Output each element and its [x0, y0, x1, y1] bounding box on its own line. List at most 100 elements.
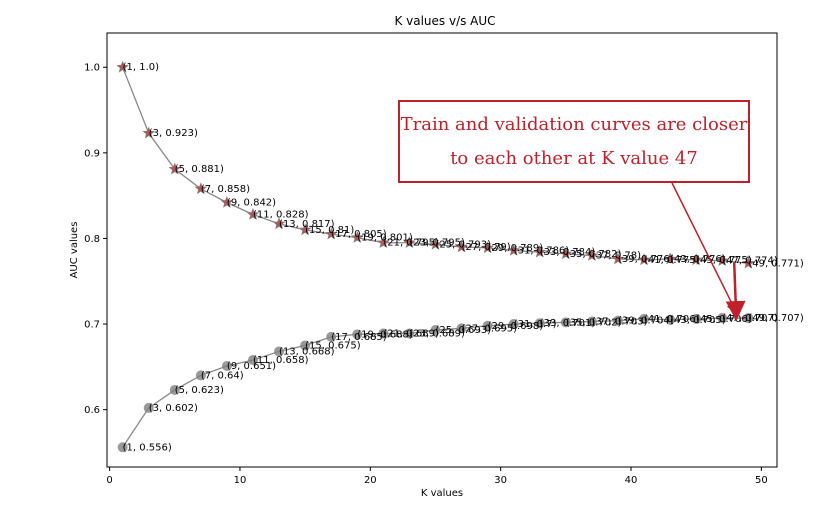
- annotation-line-2: to each other at K value 47: [450, 147, 698, 169]
- star-marker: [351, 231, 364, 243]
- circle-marker: [639, 313, 650, 324]
- point-label: (9, 0.651): [227, 361, 276, 372]
- point-label: (9, 0.842): [227, 197, 276, 208]
- circle-marker: [352, 329, 363, 340]
- x-axis-ticks: 0 10 20 30 40 50: [106, 467, 768, 486]
- circle-marker: [717, 313, 728, 324]
- star-marker: [689, 253, 703, 266]
- annotation-line-1: Train and validation curves are closer: [400, 113, 748, 135]
- point-label: (43, 0.705): [670, 315, 726, 326]
- circle-marker: [560, 317, 571, 328]
- circle-marker: [404, 328, 415, 339]
- circle-marker: [378, 328, 389, 339]
- circle-marker: [326, 331, 337, 342]
- point-label: (25, 0.793): [435, 239, 491, 250]
- point-label: (39, 0.704): [618, 316, 674, 327]
- star-marker: [742, 256, 755, 269]
- star-marker: [324, 227, 338, 240]
- star-marker: [611, 252, 625, 265]
- star-marker: [116, 60, 129, 73]
- circle-marker: [482, 320, 493, 331]
- point-label: (25, 0.693): [435, 325, 491, 336]
- annotation-text: Train and validation curves are closer t…: [401, 108, 748, 176]
- star-marker: [481, 241, 494, 254]
- point-label: (3, 0.923): [149, 128, 198, 139]
- point-label: (27, 0.79): [462, 242, 511, 253]
- point-label: (27, 0.695): [462, 323, 518, 334]
- circle-marker: [247, 354, 258, 365]
- point-label: (11, 0.828): [253, 209, 309, 220]
- annotation-arrows: [671, 182, 746, 322]
- star-marker: [663, 252, 677, 265]
- point-label: (17, 0.805): [331, 229, 387, 240]
- star-marker: [637, 253, 651, 266]
- point-label: (7, 0.858): [201, 184, 250, 195]
- point-label: (31, 0.786): [514, 245, 570, 256]
- point-label: (33, 0.701): [540, 318, 596, 329]
- circle-marker: [612, 315, 623, 326]
- circle-marker: [221, 360, 232, 371]
- circle-marker: [195, 370, 206, 381]
- star-marker: [455, 240, 468, 253]
- star-marker: [246, 207, 260, 220]
- star-marker: [168, 162, 182, 175]
- point-label: (19, 0.688): [357, 329, 413, 340]
- annotation-box: Train and validation curves are closer t…: [398, 100, 750, 183]
- x-tick-label: 10: [234, 475, 247, 486]
- point-label: (23, 0.795): [409, 238, 465, 249]
- point-label: (17, 0.685): [331, 332, 387, 343]
- point-label: (33, 0.784): [540, 247, 596, 258]
- y-axis-ticks: 0.6 0.7 0.8 0.9 1.0: [84, 63, 107, 416]
- point-label: (49, 0.771): [748, 258, 804, 269]
- point-label: (47, 0.774): [722, 256, 778, 267]
- circle-marker: [169, 384, 180, 395]
- x-tick-label: 50: [755, 475, 768, 486]
- star-marker: [377, 236, 390, 249]
- x-tick-label: 0: [106, 475, 112, 486]
- point-label: (45, 0.706): [696, 314, 752, 325]
- point-label: (3, 0.602): [149, 403, 198, 414]
- circle-marker: [743, 313, 754, 324]
- point-label: (47, 0.707): [722, 313, 778, 324]
- point-label: (35, 0.782): [566, 249, 622, 260]
- point-label: (11, 0.658): [253, 355, 309, 366]
- x-tick-label: 40: [625, 475, 638, 486]
- star-marker: [715, 254, 729, 267]
- y-axis-label: AUC values: [69, 222, 80, 279]
- circle-marker: [274, 346, 285, 357]
- point-label: (21, 0.795): [383, 238, 439, 249]
- circle-marker: [456, 323, 467, 334]
- circle-marker: [586, 316, 597, 327]
- point-label: (29, 0.789): [488, 243, 544, 254]
- point-label: (5, 0.881): [175, 164, 224, 175]
- point-label: (37, 0.703): [592, 316, 648, 327]
- point-label: (1, 1.0): [123, 62, 160, 73]
- point-label: (45, 0.775): [696, 255, 752, 266]
- point-label: (31, 0.7): [514, 319, 557, 330]
- point-label: (13, 0.668): [279, 346, 335, 357]
- circle-marker: [508, 319, 519, 330]
- x-axis-label: K values: [421, 488, 463, 499]
- circle-marker: [691, 313, 702, 324]
- y-tick-label: 0.8: [84, 234, 100, 245]
- star-marker: [298, 223, 312, 236]
- circle-marker: [534, 318, 545, 329]
- point-label: (41, 0.706): [644, 314, 700, 325]
- point-labels: (1, 1.0) (3, 0.923) (5, 0.881) (7, 0.858) (9…: [123, 62, 804, 453]
- point-label: (13, 0.817): [279, 219, 335, 230]
- x-tick-label: 30: [494, 475, 507, 486]
- point-label: (41, 0.775): [644, 255, 700, 266]
- circle-marker: [143, 402, 154, 413]
- star-marker: [194, 182, 208, 195]
- plot-area: [106, 32, 778, 468]
- star-marker: [585, 248, 599, 261]
- point-label: (29, 0.698): [488, 321, 544, 332]
- point-label: (43, 0.776): [670, 254, 726, 265]
- point-label: (49, 0.707): [748, 313, 804, 324]
- point-label: (21, 0.689): [383, 328, 439, 339]
- y-tick-label: 1.0: [84, 63, 100, 74]
- series-markers: [116, 60, 755, 453]
- circle-marker: [665, 314, 676, 325]
- annotation-diagonal-arrow: [671, 182, 738, 315]
